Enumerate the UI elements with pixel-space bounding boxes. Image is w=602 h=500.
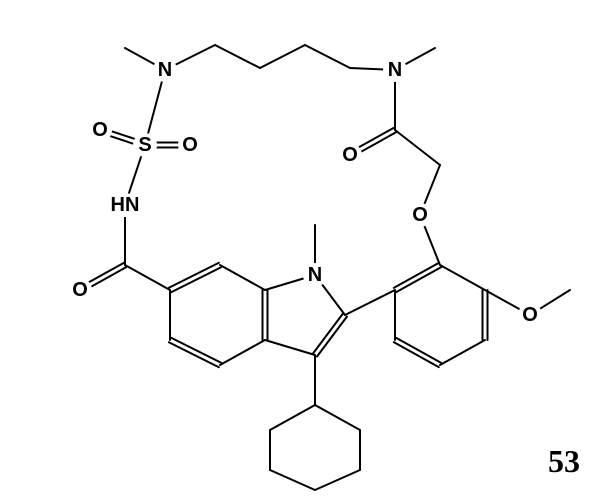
atom-label-N_top_L: N [158, 59, 172, 81]
compound-number: 53 [548, 443, 580, 479]
atom-label-N_ind: N [308, 264, 322, 286]
chemical-structure-diagram: O S O N N O O HN O N O 53 [0, 0, 602, 500]
atom-label-O_sulf_L: O [92, 119, 108, 141]
atom-label-N_sulfNH: HN [111, 194, 140, 216]
atom-label-O_sulf_R: O [182, 134, 198, 156]
atom-label-O_OMe: O [522, 304, 538, 326]
atom-label-O_amideL: O [72, 279, 88, 301]
atom-label-S: S [138, 134, 151, 156]
atom-label-O_ether: O [412, 204, 428, 226]
atom-label-N_top_R: N [388, 59, 402, 81]
atom-label-O_amideR: O [342, 144, 358, 166]
